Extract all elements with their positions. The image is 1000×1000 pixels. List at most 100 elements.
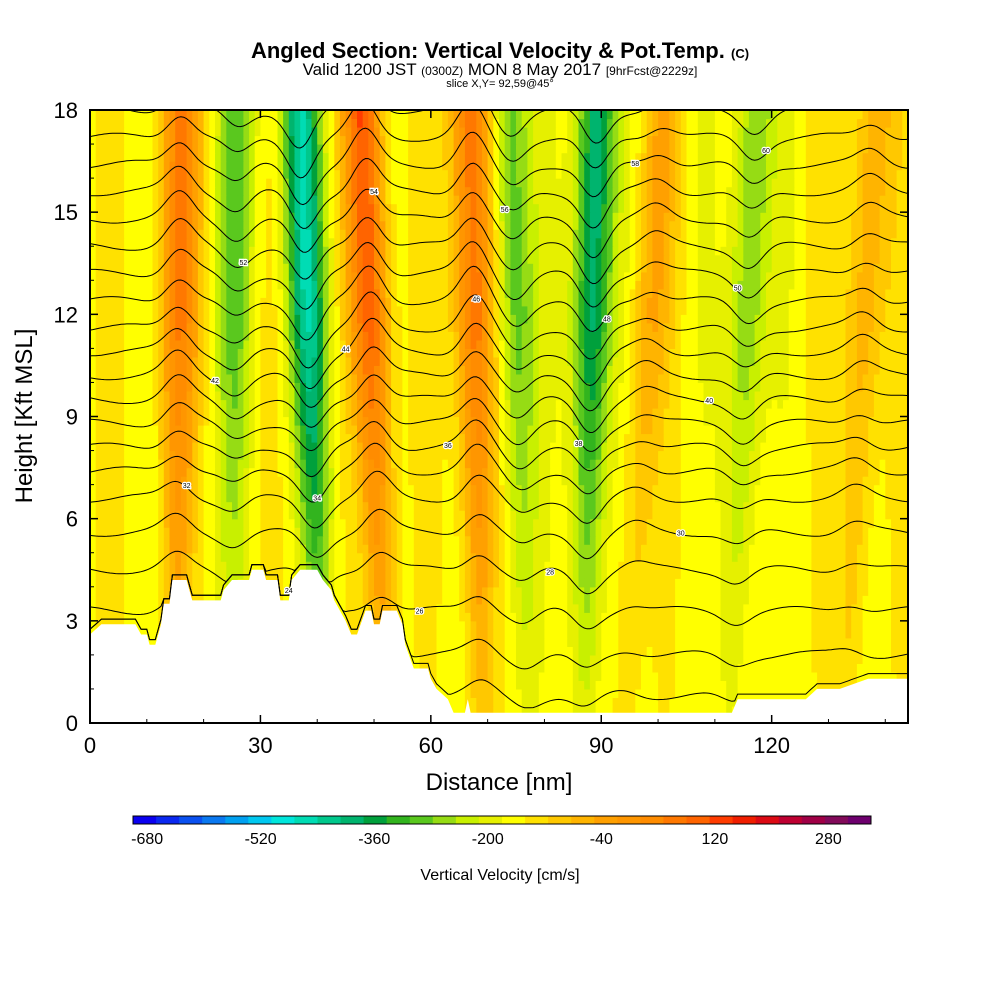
field-cell [692,629,699,639]
field-cell [675,476,682,486]
field-cell [714,561,722,571]
field-cell [754,654,761,664]
field-cell [533,544,540,554]
field-cell [459,663,466,673]
field-cell [476,595,483,605]
field-cell [902,663,908,673]
field-cell [822,518,830,528]
field-cell [436,586,443,596]
field-cell [504,450,511,460]
field-cell [482,612,489,622]
field-cell [277,501,284,511]
field-cell [254,501,261,511]
field-cell [254,484,261,494]
field-cell [311,518,318,528]
field-cell [101,493,108,503]
field-cell [578,518,585,528]
field-cell [368,510,375,520]
field-cell [714,527,722,537]
field-cell [169,518,176,528]
field-cell [470,442,477,452]
field-cell [499,425,506,435]
field-cell [811,459,818,469]
field-cell [430,569,438,579]
field-cell [334,518,341,528]
field-cell [197,442,205,452]
field-cell [379,603,386,613]
field-cell [550,569,557,579]
field-cell [453,620,460,630]
field-cell [379,561,386,571]
field-cell [703,450,710,460]
field-cell [357,535,364,545]
field-cell [283,518,290,528]
field-cell [839,595,847,605]
field-cell [731,595,739,605]
field-cell [726,484,733,494]
field-cell [487,697,494,707]
field-cell [737,569,744,579]
field-cell [243,544,250,554]
field-cell [743,442,750,452]
field-cell [107,442,114,452]
field-cell [720,510,727,520]
field-cell [731,552,739,562]
field-cell [288,544,296,554]
field-cell [805,501,813,511]
field-cell [783,433,790,443]
field-cell [516,688,523,698]
field-cell [555,586,563,596]
field-cell [709,629,716,639]
field-cell [641,612,648,622]
field-cell [709,518,716,528]
field-cell [652,578,659,588]
field-cell [493,493,500,503]
field-cell [436,620,443,630]
field-cell [413,629,421,639]
field-cell [294,501,301,511]
field-cell [521,561,528,571]
field-cell [95,535,102,545]
field-cell [720,561,727,571]
field-cell [339,544,347,554]
field-cell [510,442,517,452]
field-cell [141,510,148,520]
field-cell [675,654,682,664]
field-cell [357,476,364,486]
field-cell [612,527,619,537]
field-cell [112,552,119,562]
field-cell [493,578,500,588]
field-cell [328,510,335,520]
field-cell [572,671,580,681]
field-cell [339,467,347,477]
field-cell [442,535,449,545]
field-cell [618,612,625,622]
field-cell [697,433,705,443]
field-cell [885,518,892,528]
field-cell [266,459,273,469]
field-cell [834,595,841,605]
field-cell [470,476,477,486]
field-cell [675,671,682,681]
field-cell [152,586,159,596]
field-cell [413,476,421,486]
field-cell [709,527,716,537]
field-cell [408,467,415,477]
field-cell [612,671,619,681]
field-cell [856,646,864,656]
field-cell [726,459,733,469]
field-cell [470,510,477,520]
field-cell [538,484,546,494]
field-cell [101,578,108,588]
field-cell [589,654,597,664]
field-cell [834,612,841,622]
field-cell [891,501,898,511]
field-cell [578,459,585,469]
field-cell [896,663,903,673]
field-cell [561,467,568,477]
field-cell [152,467,159,477]
field-cell [533,493,540,503]
field-cell [226,450,233,460]
field-cell [680,629,688,639]
field-cell [834,680,841,690]
